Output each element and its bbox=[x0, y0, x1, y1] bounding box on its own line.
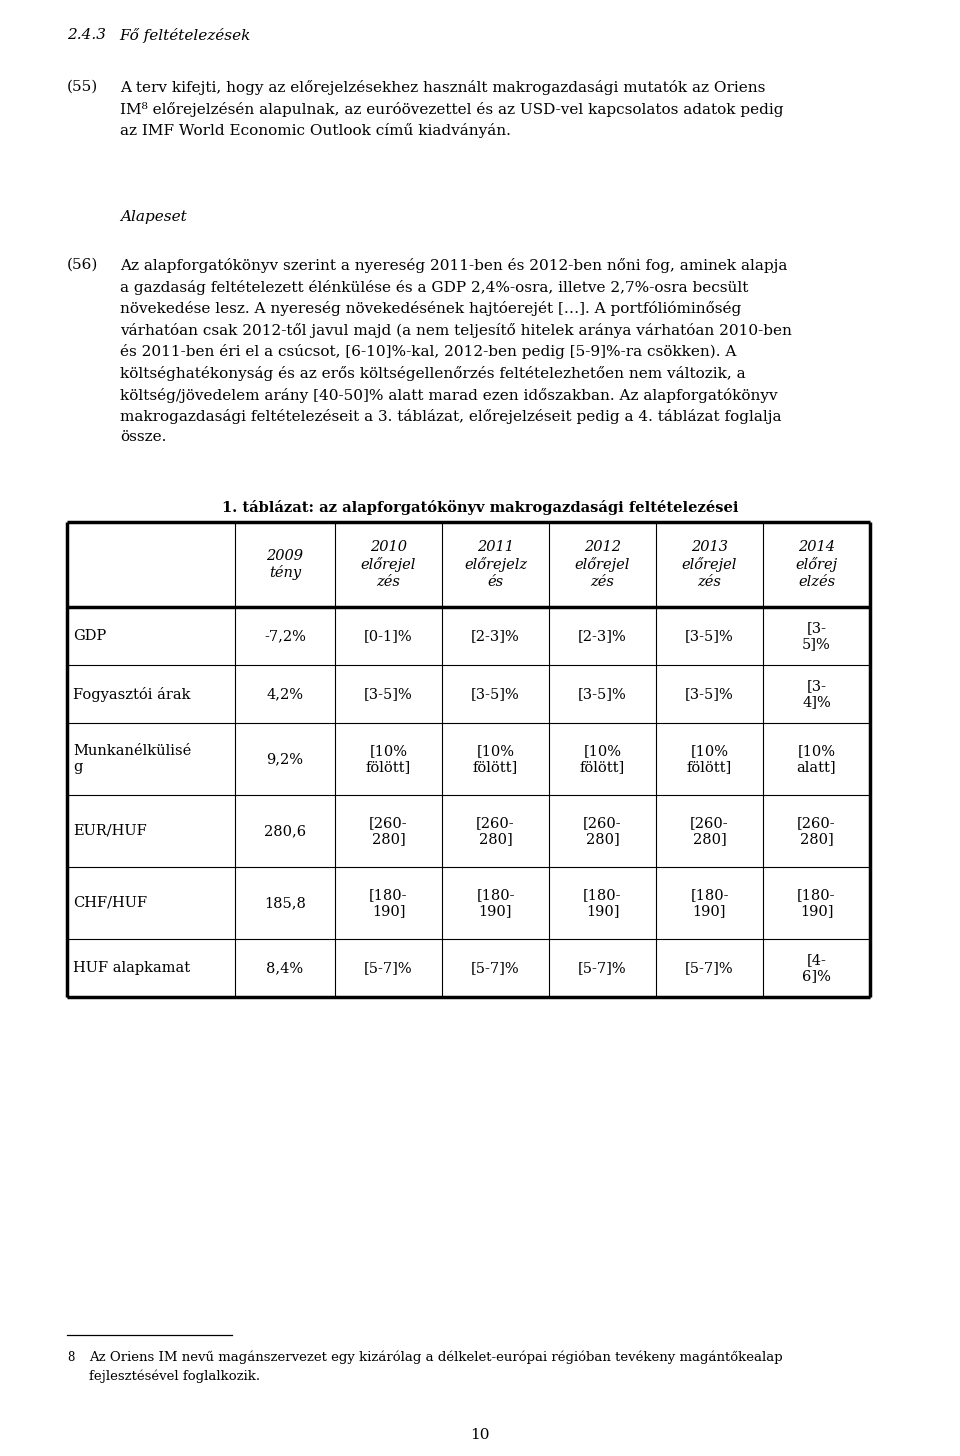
Text: 185,8: 185,8 bbox=[264, 895, 306, 910]
Text: [3-
4]%: [3- 4]% bbox=[803, 678, 830, 709]
Text: Alapeset: Alapeset bbox=[120, 210, 187, 224]
Text: [2-3]%: [2-3]% bbox=[578, 629, 627, 644]
Text: Az Oriens IM nevű magánszervezet egy kizárólag a délkelet-európai régióban tevék: Az Oriens IM nevű magánszervezet egy kiz… bbox=[89, 1351, 782, 1383]
Text: [3-5]%: [3-5]% bbox=[364, 687, 413, 700]
Text: [260-
280]: [260- 280] bbox=[690, 815, 729, 846]
Text: Az alapforgatókönyv szerint a nyereség 2011-ben és 2012-ben nőni fog, aminek ala: Az alapforgatókönyv szerint a nyereség 2… bbox=[120, 258, 792, 444]
Text: EUR/HUF: EUR/HUF bbox=[73, 824, 147, 839]
Text: [3-5]%: [3-5]% bbox=[578, 687, 627, 700]
Text: [3-5]%: [3-5]% bbox=[471, 687, 520, 700]
Text: 2011
előrejelz
és: 2011 előrejelz és bbox=[464, 540, 527, 588]
Text: [0-1]%: [0-1]% bbox=[364, 629, 413, 644]
Text: GDP: GDP bbox=[73, 629, 107, 644]
Text: [10%
alatt]: [10% alatt] bbox=[797, 744, 836, 775]
Text: [180-
190]: [180- 190] bbox=[370, 888, 408, 919]
Text: 9,2%: 9,2% bbox=[267, 751, 303, 766]
Text: 2009
tény: 2009 tény bbox=[267, 549, 303, 581]
Text: 8: 8 bbox=[67, 1351, 74, 1364]
Text: 2010
előrejel
zés: 2010 előrejel zés bbox=[361, 540, 417, 588]
Text: [180-
190]: [180- 190] bbox=[690, 888, 729, 919]
Text: 4,2%: 4,2% bbox=[267, 687, 303, 700]
Text: HUF alapkamat: HUF alapkamat bbox=[73, 961, 190, 976]
Text: (56): (56) bbox=[67, 258, 98, 272]
Text: [5-7]%: [5-7]% bbox=[578, 961, 627, 976]
Text: 10: 10 bbox=[470, 1428, 490, 1441]
Text: [260-
280]: [260- 280] bbox=[476, 815, 515, 846]
Text: [10%
fölött]: [10% fölött] bbox=[473, 744, 518, 775]
Text: [2-3]%: [2-3]% bbox=[471, 629, 520, 644]
Text: [3-
5]%: [3- 5]% bbox=[803, 620, 830, 651]
Text: [180-
190]: [180- 190] bbox=[584, 888, 622, 919]
Text: [5-7]%: [5-7]% bbox=[685, 961, 733, 976]
Text: CHF/HUF: CHF/HUF bbox=[73, 895, 147, 910]
Text: [4-
6]%: [4- 6]% bbox=[802, 952, 831, 983]
Text: 8,4%: 8,4% bbox=[267, 961, 303, 976]
Text: 280,6: 280,6 bbox=[264, 824, 306, 839]
Text: [180-
190]: [180- 190] bbox=[476, 888, 515, 919]
Text: [5-7]%: [5-7]% bbox=[364, 961, 413, 976]
Text: 1. táblázat: az alapforgatókönyv makrogazdasági feltételezései: 1. táblázat: az alapforgatókönyv makroga… bbox=[222, 499, 738, 515]
Text: 2.4.3: 2.4.3 bbox=[67, 28, 106, 42]
Text: 2013
előrejel
zés: 2013 előrejel zés bbox=[682, 540, 737, 588]
Text: [260-
280]: [260- 280] bbox=[797, 815, 836, 846]
Text: -7,2%: -7,2% bbox=[264, 629, 306, 644]
Text: [10%
fölött]: [10% fölött] bbox=[366, 744, 411, 775]
Text: [180-
190]: [180- 190] bbox=[797, 888, 836, 919]
Text: A terv kifejti, hogy az előrejelzésekhez használt makrogazdasági mutatók az Orie: A terv kifejti, hogy az előrejelzésekhez… bbox=[120, 80, 783, 138]
Text: [3-5]%: [3-5]% bbox=[685, 629, 733, 644]
Text: [10%
fölött]: [10% fölött] bbox=[580, 744, 625, 775]
Text: [260-
280]: [260- 280] bbox=[583, 815, 622, 846]
Text: 2012
előrejel
zés: 2012 előrejel zés bbox=[575, 540, 630, 588]
Text: 2014
előrej
elzés: 2014 előrej elzés bbox=[796, 540, 837, 588]
Text: [260-
280]: [260- 280] bbox=[370, 815, 408, 846]
Text: Fogyasztói árak: Fogyasztói árak bbox=[73, 686, 190, 702]
Text: [10%
fölött]: [10% fölött] bbox=[686, 744, 732, 775]
Text: (55): (55) bbox=[67, 80, 98, 95]
Text: [5-7]%: [5-7]% bbox=[471, 961, 519, 976]
Text: [3-5]%: [3-5]% bbox=[685, 687, 733, 700]
Text: Fő feltételezések: Fő feltételezések bbox=[119, 28, 251, 44]
Text: Munkanélkülisé
g: Munkanélkülisé g bbox=[73, 744, 191, 775]
